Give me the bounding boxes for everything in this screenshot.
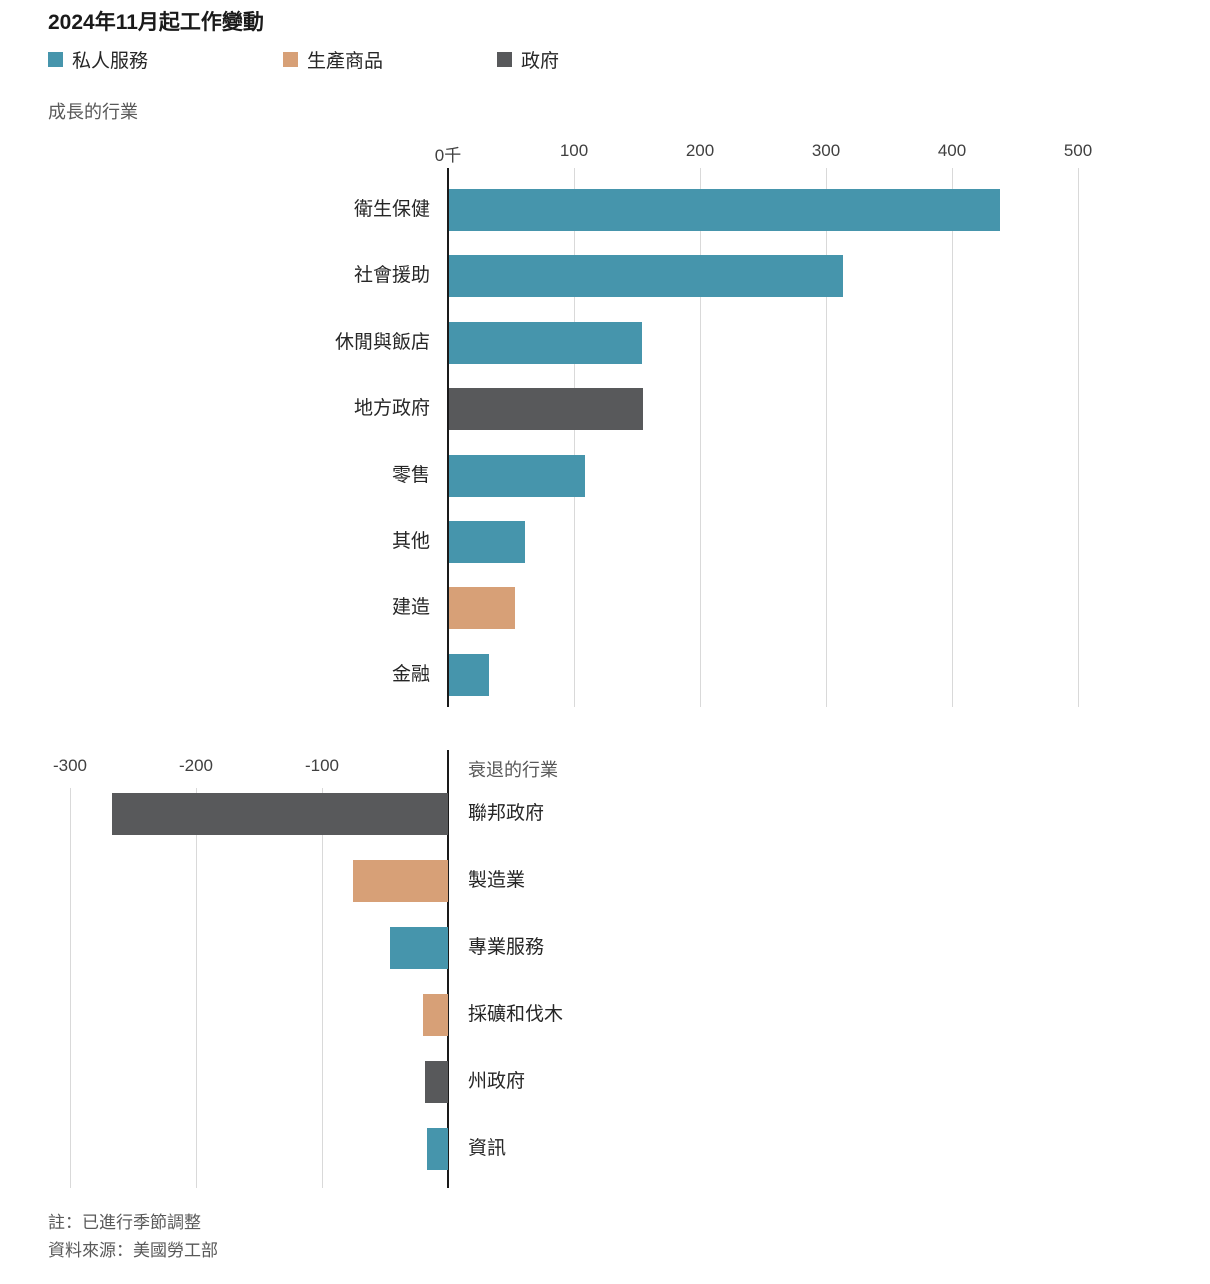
category-label: 其他 bbox=[391, 531, 430, 552]
axis-zero-line bbox=[447, 168, 449, 707]
category-label: 採礦和伐木 bbox=[468, 1004, 564, 1025]
category-label: 製造業 bbox=[468, 870, 526, 891]
bar bbox=[112, 793, 448, 835]
category-label: 零售 bbox=[391, 465, 430, 486]
legend-label: 政府 bbox=[521, 51, 560, 72]
bar bbox=[353, 860, 448, 902]
chart-source: 資料來源：美國勞工部 bbox=[48, 1241, 218, 1260]
bar bbox=[427, 1128, 448, 1170]
bar bbox=[449, 189, 1000, 231]
chart-title: 2024年11月起工作變動 bbox=[48, 11, 264, 34]
gridline bbox=[826, 168, 827, 707]
category-label: 休閒與飯店 bbox=[334, 332, 430, 353]
gridline bbox=[700, 168, 701, 707]
bar bbox=[423, 994, 448, 1036]
axis-tick-label: 100 bbox=[559, 141, 589, 160]
gridline bbox=[322, 788, 323, 1188]
category-label: 聯邦政府 bbox=[468, 803, 545, 824]
category-label: 建造 bbox=[391, 597, 430, 618]
legend-item-goods-production: 生產商品 bbox=[283, 46, 383, 73]
bar bbox=[425, 1061, 448, 1103]
gridline bbox=[952, 168, 953, 707]
gridline bbox=[70, 788, 71, 1188]
axis-tick-label: -300 bbox=[52, 756, 88, 775]
bar bbox=[390, 927, 448, 969]
axis-tick-label: 300 bbox=[811, 141, 841, 160]
chart-note: 註：已進行季節調整 bbox=[48, 1213, 201, 1232]
category-label: 地方政府 bbox=[353, 398, 430, 419]
axis-tick-label: -200 bbox=[178, 756, 214, 775]
gridline bbox=[574, 168, 575, 707]
legend-label: 生產商品 bbox=[307, 51, 384, 72]
category-label: 州政府 bbox=[468, 1071, 526, 1092]
category-label: 專業服務 bbox=[468, 937, 545, 958]
section-label-declining: 衰退的行業 bbox=[468, 760, 558, 780]
category-label: 金融 bbox=[391, 664, 430, 685]
section-label-growing: 成長的行業 bbox=[48, 102, 138, 122]
axis-tick-label: -100 bbox=[304, 756, 340, 775]
axis-zero-line bbox=[447, 750, 449, 1188]
legend-label: 私人服務 bbox=[72, 51, 149, 72]
bar bbox=[449, 654, 489, 696]
axis-tick-label: 500 bbox=[1063, 141, 1093, 160]
category-label: 衛生保健 bbox=[353, 199, 430, 220]
legend-swatch-private-services bbox=[48, 52, 63, 67]
bar bbox=[449, 587, 515, 629]
legend-item-government: 政府 bbox=[497, 46, 559, 73]
category-label: 資訊 bbox=[468, 1138, 507, 1159]
bar bbox=[449, 455, 585, 497]
bar bbox=[449, 255, 843, 297]
bar bbox=[449, 521, 525, 563]
legend-item-private-services: 私人服務 bbox=[48, 46, 148, 73]
axis-tick-label: 200 bbox=[685, 141, 715, 160]
category-label: 社會援助 bbox=[353, 265, 430, 286]
legend-swatch-goods-production bbox=[283, 52, 298, 67]
axis-tick-label: 0千 bbox=[434, 146, 462, 165]
bar bbox=[449, 322, 642, 364]
bar bbox=[449, 388, 643, 430]
gridline bbox=[1078, 168, 1079, 707]
axis-tick-label: 400 bbox=[937, 141, 967, 160]
gridline bbox=[196, 788, 197, 1188]
legend-swatch-government bbox=[497, 52, 512, 67]
